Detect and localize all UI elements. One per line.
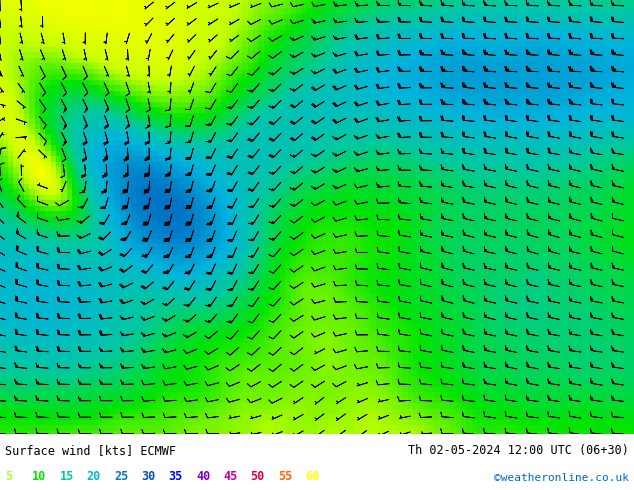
Text: 45: 45 <box>223 470 237 483</box>
Text: 60: 60 <box>305 470 319 483</box>
Text: 5: 5 <box>5 470 12 483</box>
Text: 30: 30 <box>141 470 155 483</box>
Text: 15: 15 <box>60 470 74 483</box>
Text: Th 02-05-2024 12:00 UTC (06+30): Th 02-05-2024 12:00 UTC (06+30) <box>408 444 629 457</box>
Text: 25: 25 <box>114 470 128 483</box>
Text: 20: 20 <box>87 470 101 483</box>
Text: 55: 55 <box>278 470 292 483</box>
Text: 40: 40 <box>196 470 210 483</box>
Text: ©weatheronline.co.uk: ©weatheronline.co.uk <box>494 473 629 483</box>
Text: 35: 35 <box>169 470 183 483</box>
Text: 10: 10 <box>32 470 46 483</box>
Text: 50: 50 <box>250 470 264 483</box>
Text: Surface wind [kts] ECMWF: Surface wind [kts] ECMWF <box>5 444 176 457</box>
